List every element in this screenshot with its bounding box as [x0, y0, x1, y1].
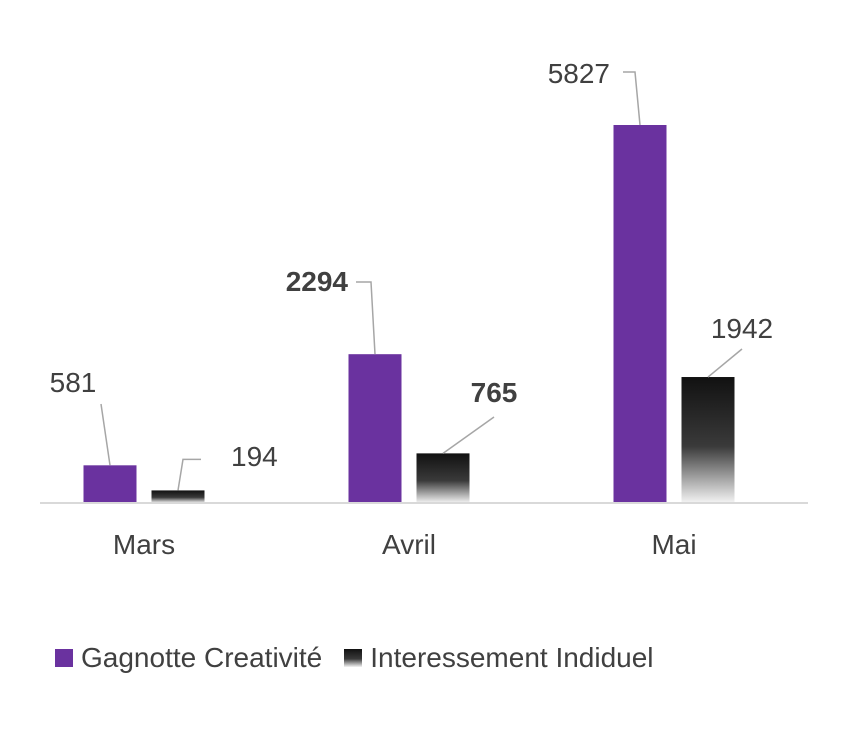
- x-tick-avril: Avril: [382, 529, 436, 560]
- legend-label-series-1: Interessement Indiduel: [370, 642, 654, 673]
- bars: [83, 125, 735, 503]
- data-label-avril-series-1: 765: [471, 377, 518, 408]
- bar-avril-series-1: [416, 453, 470, 503]
- leader-line-avril-series-0: [356, 281, 376, 355]
- data-label-mars-series-1: 194: [231, 441, 278, 472]
- legend: Gagnotte Creativité Interessement Indidu…: [55, 642, 654, 674]
- data-label-mai-series-0: 5827: [548, 58, 610, 89]
- leader-line-mars-series-0: [100, 403, 111, 466]
- legend-label-series-0: Gagnotte Creativité: [81, 642, 323, 673]
- leader-line-avril-series-1: [442, 416, 495, 454]
- leader-line-mai-series-1: [707, 348, 743, 378]
- data-label-avril-series-0: 2294: [286, 266, 349, 297]
- bar-mars-series-0: [83, 465, 137, 503]
- data-labels: 581 2294 5827 194 765 1942: [50, 58, 773, 491]
- bar-chart: 581 2294 5827 194 765 1942 Mars Avril Mai: [40, 58, 808, 560]
- data-label-mars-series-0: 581: [50, 367, 97, 398]
- bar-mai-series-0: [613, 125, 667, 503]
- legend-swatch-series-0: [55, 649, 73, 667]
- leader-line-mars-series-1: [177, 458, 201, 491]
- x-tick-mai: Mai: [651, 529, 696, 560]
- bar-avril-series-0: [348, 354, 402, 503]
- legend-item-series-1: Interessement Indiduel: [344, 642, 654, 674]
- x-tick-mars: Mars: [113, 529, 175, 560]
- legend-item-series-0: Gagnotte Creativité: [55, 642, 322, 674]
- data-label-mai-series-1: 1942: [711, 313, 773, 344]
- bar-mars-series-1: [151, 490, 205, 503]
- legend-swatch-series-1: [344, 649, 363, 667]
- bar-mai-series-1: [681, 377, 735, 503]
- leader-line-mai-series-0: [623, 71, 641, 126]
- x-axis-ticks: Mars Avril Mai: [113, 529, 697, 560]
